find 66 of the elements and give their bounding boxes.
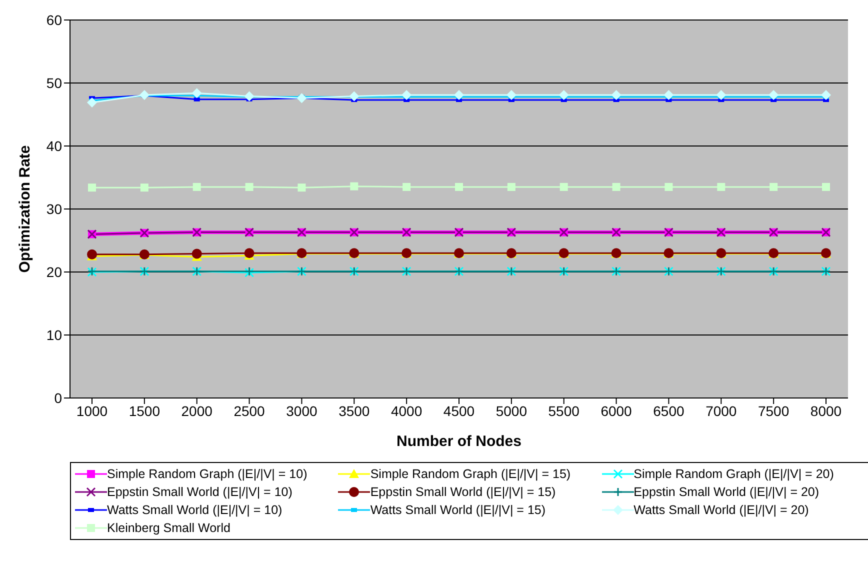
y-tick-label: 40	[46, 138, 62, 154]
legend-label: Simple Random Graph (|E|/|V| = 15)	[370, 467, 571, 481]
point	[244, 91, 254, 102]
point	[768, 90, 779, 100]
point	[192, 248, 202, 259]
point	[560, 182, 568, 191]
x-tick-label: 3500	[338, 402, 370, 419]
point	[140, 184, 148, 192]
x-tick-label: 8000	[810, 402, 842, 419]
legend-label: Simple Random Graph (|E|/|V| = 20)	[634, 467, 834, 481]
point	[402, 90, 412, 100]
point	[716, 90, 726, 100]
point	[821, 90, 831, 100]
point	[192, 88, 202, 98]
y-tick-label: 60	[46, 12, 62, 28]
point	[506, 90, 516, 100]
point	[296, 93, 307, 104]
legend-label: Simple Random Graph (|E|/|V| = 10)	[107, 467, 308, 481]
legend-label: Watts Small World (|E|/|V| = 20)	[634, 503, 809, 517]
legend-label: Eppstin Small World (|E|/|V| = 20)	[634, 485, 820, 499]
x-tick-label: 6000	[600, 402, 632, 419]
point	[454, 90, 464, 100]
point	[717, 182, 726, 191]
legend-label: Eppstin Small World (|E|/|V| = 15)	[370, 485, 556, 499]
x-tick-label: 3000	[286, 402, 318, 419]
point	[455, 182, 463, 191]
x-tick-label: 4000	[390, 402, 422, 419]
y-axis-title: Optimization Rate	[16, 145, 34, 273]
x-tick-label: 2500	[234, 402, 266, 419]
point	[611, 90, 622, 100]
legend-label: Eppstin Small World (|E|/|V| = 10)	[107, 485, 292, 499]
point	[192, 182, 201, 191]
x-tick-label: 1000	[76, 402, 108, 419]
x-tick-label: 5500	[548, 402, 580, 419]
legend-label: Kleinberg Small World	[107, 521, 230, 535]
point	[822, 182, 830, 191]
point	[245, 182, 254, 191]
x-tick-label: 5000	[496, 402, 528, 419]
y-tick-label: 20	[46, 264, 62, 280]
point	[298, 184, 306, 192]
point	[770, 182, 778, 191]
x-tick-label: 7000	[706, 402, 737, 419]
point	[664, 182, 673, 191]
y-tick-label: 10	[46, 326, 62, 343]
x-tick-label: 6500	[653, 402, 684, 419]
point	[244, 248, 254, 258]
y-tick-label: 0	[54, 390, 62, 406]
x-tick-label: 4500	[443, 402, 475, 419]
x-tick-label: 2000	[181, 402, 213, 419]
legend-label: Watts Small World (|E|/|V| = 10)	[107, 503, 282, 517]
point	[558, 90, 569, 100]
y-tick-label: 30	[46, 200, 62, 217]
x-tick-label: 1500	[128, 402, 160, 419]
point	[349, 91, 360, 102]
x-tick-label: 7500	[758, 402, 790, 419]
point	[139, 90, 150, 100]
point	[350, 182, 358, 190]
y-tick-label: 50	[46, 74, 62, 91]
point	[507, 182, 516, 191]
point	[402, 182, 411, 191]
x-axis-title: Number of Nodes	[396, 433, 522, 450]
point	[88, 184, 96, 192]
point	[612, 182, 620, 191]
point	[87, 98, 97, 108]
point	[664, 90, 674, 100]
legend-label: Watts Small World (|E|/|V| = 15)	[370, 503, 546, 517]
